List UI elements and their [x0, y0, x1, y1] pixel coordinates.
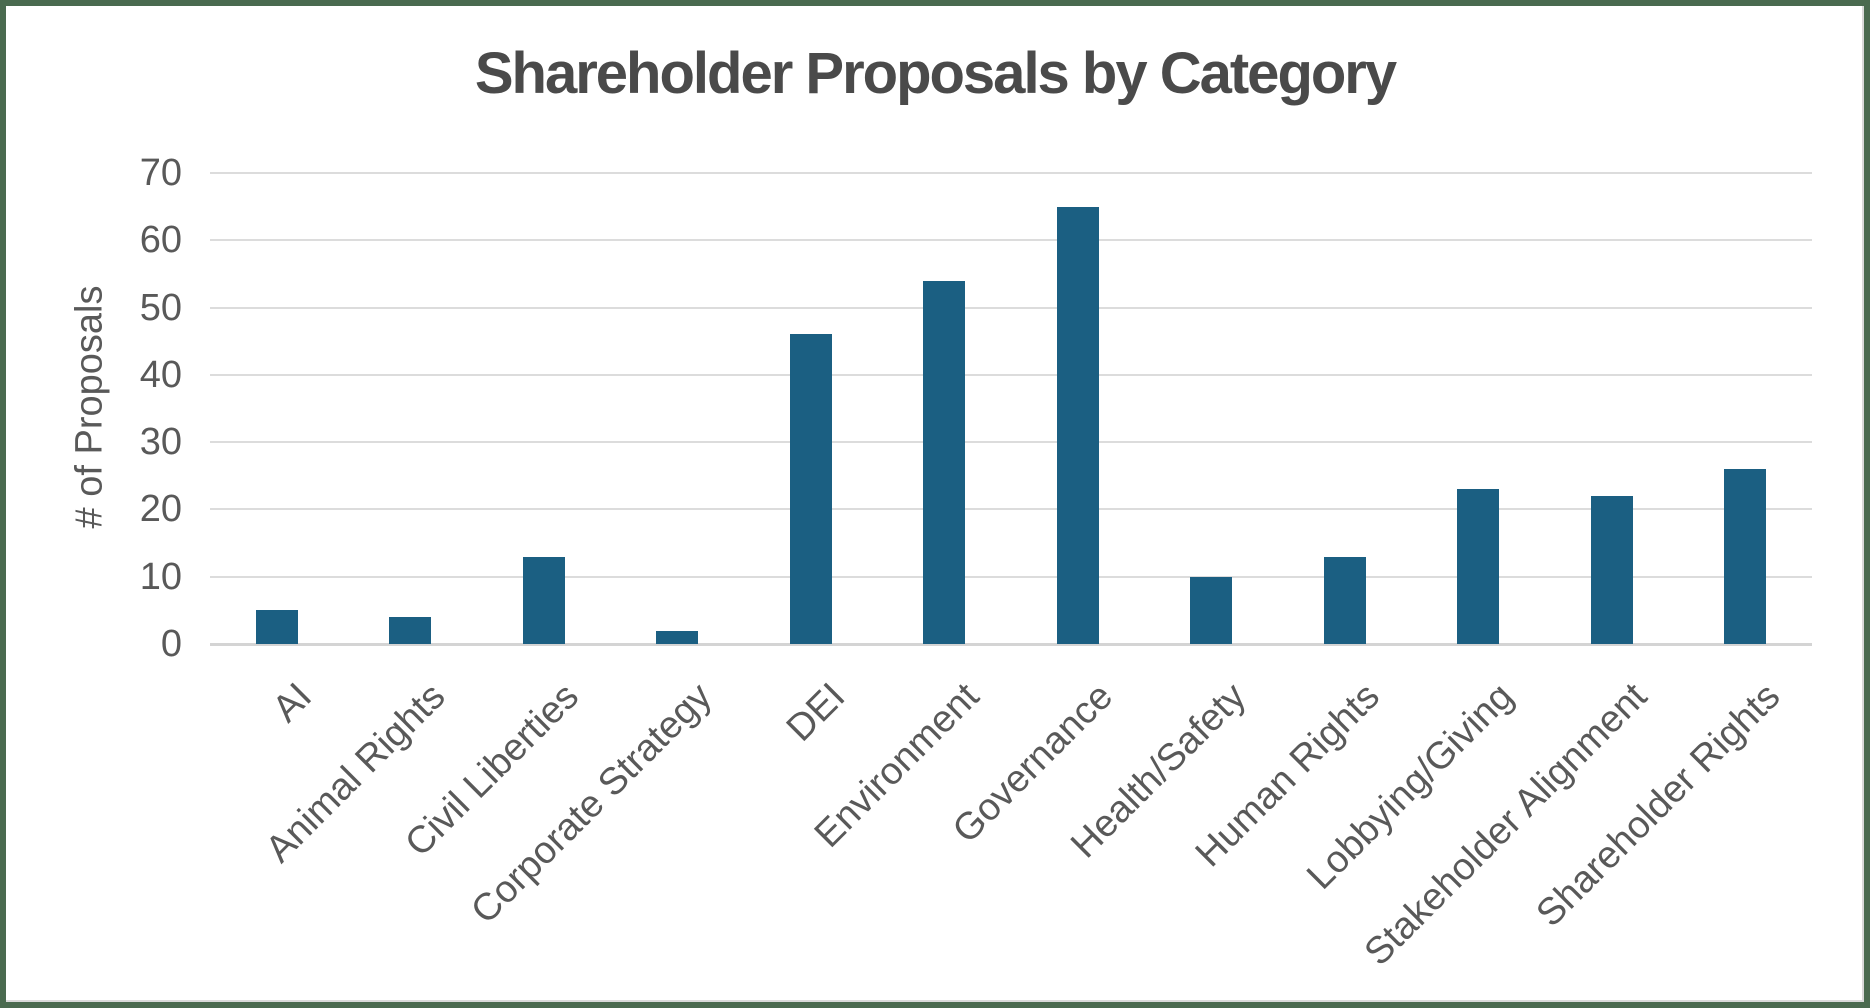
y-tick-label-50: 50: [139, 286, 182, 329]
gridline-10: [210, 575, 1812, 578]
bar-human-rights: [1323, 556, 1366, 644]
gridline-20: [210, 508, 1812, 511]
bar-civil-liberties: [522, 556, 565, 644]
gridline-60: [210, 239, 1812, 242]
x-category-label-corporate-strategy: Corporate Strategy: [463, 675, 721, 933]
bar-corporate-strategy: [656, 630, 699, 644]
x-category-label-ai: AI: [264, 675, 320, 731]
y-tick-label-70: 70: [139, 152, 182, 194]
x-axis-line: [210, 643, 1812, 646]
y-tick-label-10: 10: [139, 555, 182, 598]
gridline-30: [210, 441, 1812, 444]
bar-dei: [789, 334, 832, 644]
y-tick-label-40: 40: [139, 353, 182, 396]
bar-ai: [255, 610, 298, 644]
bar-lobbying-giving: [1457, 489, 1500, 644]
plot-area: Shareholder Proposals by Category # of P…: [6, 6, 1864, 1002]
gridline-50: [210, 306, 1812, 309]
y-tick-label-60: 60: [139, 219, 182, 262]
y-tick-label-20: 20: [139, 488, 182, 531]
gridline-40: [210, 373, 1812, 376]
bar-health-safety: [1190, 576, 1233, 644]
bar-environment: [923, 280, 966, 644]
y-tick-label-0: 0: [160, 623, 182, 665]
x-category-label-dei: DEI: [779, 675, 854, 750]
x-category-label-shareholder-rights: Shareholder Rights: [1528, 675, 1789, 936]
chart-title: Shareholder Proposals by Category: [474, 41, 1397, 106]
gridline-70: [210, 172, 1812, 174]
bar-stakeholder-alignment: [1590, 495, 1633, 644]
y-tick-label-30: 30: [139, 421, 182, 464]
bar-governance: [1056, 206, 1099, 644]
bar-shareholder-rights: [1724, 469, 1767, 644]
bar-animal-rights: [389, 617, 432, 644]
